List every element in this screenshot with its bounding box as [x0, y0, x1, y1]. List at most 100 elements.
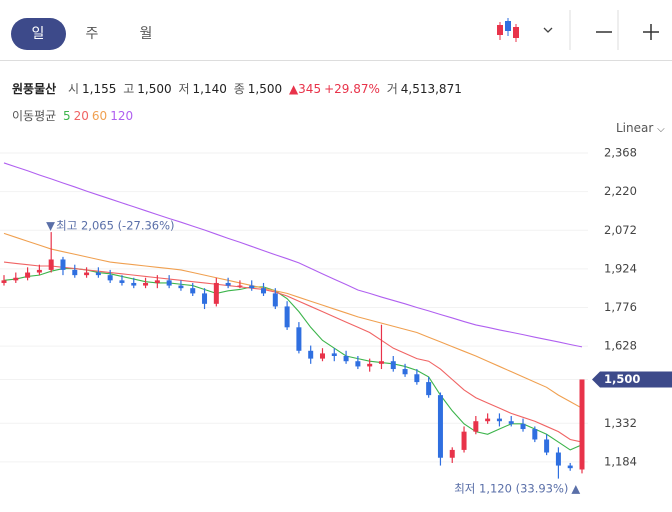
candle-body: [272, 293, 278, 307]
candle-body: [84, 272, 90, 276]
candle-body: [237, 285, 243, 287]
change-pct: +29.87%: [324, 82, 380, 96]
value: 1,155: [82, 82, 117, 96]
tab[interactable]: 월: [139, 26, 153, 42]
candle-body: [508, 421, 514, 424]
candle-body: [13, 277, 19, 281]
candle-body: [355, 361, 361, 367]
label: 거: [386, 82, 398, 96]
y-tick-label: 1,184: [604, 454, 637, 468]
candle-body: [131, 282, 137, 286]
legend-entry: 60: [91, 109, 108, 123]
divider: [0, 60, 672, 61]
price-tag: [592, 371, 672, 388]
value: 1,500: [137, 82, 172, 96]
candle-body: [308, 350, 314, 359]
quote-line: 원풍물산 시 1,155 고 1,500 저 1,140 종 1,500 ▲345 +29…: [12, 80, 465, 97]
ma-line: [3, 162, 583, 348]
legend-entry: 120: [110, 109, 134, 123]
max-marker: ▼: [46, 219, 55, 233]
tab-pill: [11, 18, 66, 50]
zoom-in[interactable]: [643, 24, 659, 40]
price-tag-label: 1,500: [604, 372, 640, 386]
y-tick-label: 2,220: [604, 184, 637, 198]
candle-body: [178, 285, 184, 289]
candle-body: [390, 361, 396, 370]
candle-body: [213, 282, 219, 304]
candle-body: [261, 288, 267, 294]
chevron[interactable]: [543, 27, 553, 33]
candle-body: [60, 259, 66, 270]
tab[interactable]: 주: [85, 26, 99, 42]
label: 저: [178, 82, 190, 96]
y-tick-label: 2,072: [604, 223, 637, 237]
ma-line: [3, 261, 583, 443]
candle-body: [190, 288, 196, 294]
candle-body: [579, 379, 585, 470]
value: 1,500: [247, 82, 283, 96]
candle-body: [437, 395, 443, 458]
candle-body: [331, 353, 337, 356]
y-tick-label: 1,332: [604, 416, 637, 430]
tab[interactable]: 일: [31, 26, 45, 42]
candle-body: [544, 439, 550, 453]
candle-body: [95, 272, 101, 276]
candle-body: [402, 369, 408, 375]
candle-body: [72, 269, 78, 276]
legend-entry: 20: [73, 109, 89, 123]
ma-legend: 이동평균 5 20 60 120: [12, 107, 136, 124]
candle-body: [378, 361, 384, 364]
candle-body: [473, 421, 479, 432]
stock-name: 원풍물산: [12, 82, 57, 96]
scale: Linear: [616, 121, 654, 135]
candle-body: [249, 285, 255, 289]
y-tick-label: 2,368: [604, 146, 637, 160]
candle-body: [48, 259, 54, 270]
candle-body: [225, 282, 231, 286]
candle-body: [567, 465, 573, 469]
value: 1,140: [192, 82, 227, 96]
candle-body: [154, 280, 160, 283]
label: 고: [123, 82, 135, 96]
y-tick-label: 1,628: [604, 339, 637, 353]
ma-line: [3, 232, 583, 409]
legend-entry: 5: [63, 109, 71, 123]
toolbar: [497, 10, 659, 50]
candle-body: [166, 280, 172, 286]
candle-body: [532, 429, 538, 440]
candle-body: [367, 363, 373, 367]
candle-body: [202, 293, 208, 304]
min-marker: ▲: [571, 482, 580, 496]
candle-body: [426, 382, 432, 396]
candle-body: [296, 327, 302, 351]
candle-body: [343, 356, 349, 362]
y-tick-label: 1,924: [604, 261, 637, 275]
candle-body: [461, 431, 467, 450]
up-arrow: ▲: [288, 82, 299, 96]
value: 4,513,871: [400, 82, 462, 96]
change: 345: [298, 82, 322, 96]
candle-body: [284, 306, 290, 328]
candle-body: [119, 280, 125, 283]
y-tick-label: 1,776: [604, 300, 637, 314]
label: 이동평균: [12, 109, 57, 123]
label: 종: [233, 82, 245, 96]
candle-body: [449, 449, 455, 458]
candle-body: [414, 374, 420, 383]
candle-body: [25, 272, 31, 278]
min-note: 최저 1,120 (33.93%): [454, 482, 568, 496]
candle-body: [520, 423, 526, 430]
candle-icon[interactable]: [497, 18, 519, 42]
label: 시: [68, 82, 80, 96]
candle-body: [555, 452, 561, 466]
scale-select[interactable]: Linear ⌵: [616, 121, 665, 135]
candle-body: [143, 282, 149, 286]
candle-body: [485, 418, 491, 422]
candle-body: [36, 269, 42, 273]
candle-body: [1, 280, 7, 283]
max-note: 최고 2,065 (-27.36%): [56, 219, 174, 233]
candle-body: [496, 418, 502, 422]
candle-body: [107, 275, 113, 281]
